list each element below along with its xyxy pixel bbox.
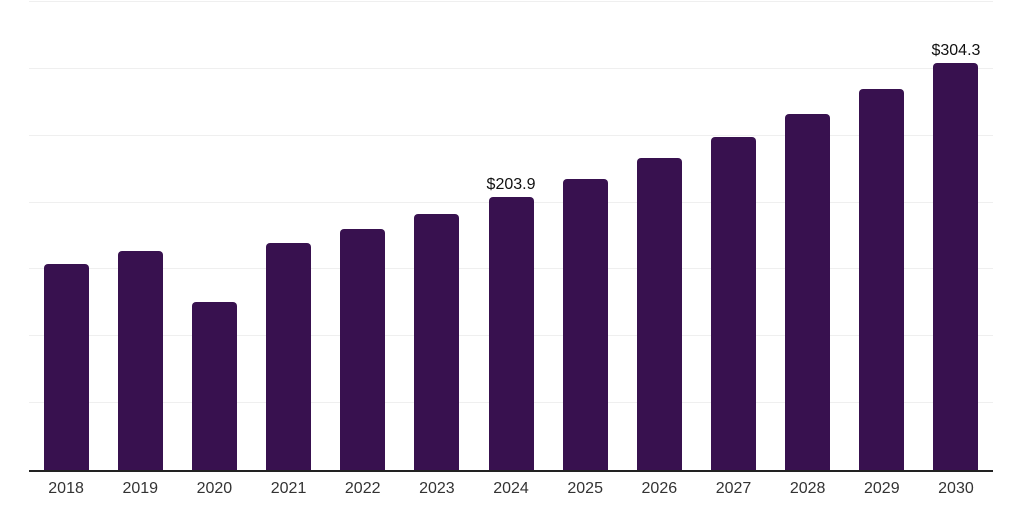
x-tick-2022: 2022 — [344, 480, 381, 497]
x-axis: 2018 2019 2020 2021 2022 2023 2024 2025 2026 2027… — [29, 480, 993, 498]
bar-2021 — [266, 242, 312, 470]
bar-band-2026 — [622, 2, 696, 470]
bar-2023 — [414, 213, 460, 470]
x-tick-2020: 2020 — [196, 480, 233, 497]
x-tick-2027: 2027 — [715, 480, 752, 497]
bar-2022 — [340, 228, 386, 470]
bar-2024 — [488, 197, 534, 470]
bar-band-2025 — [548, 2, 622, 470]
x-tick-2029: 2029 — [864, 480, 900, 497]
bar-band-2019 — [103, 2, 177, 470]
x-tick-2028: 2028 — [789, 480, 826, 497]
gridline-250 — [29, 134, 993, 136]
bar-band-2024: $203.9 — [474, 2, 548, 470]
x-tick-2019: 2019 — [122, 480, 159, 497]
x-tick-2023: 2023 — [419, 480, 455, 497]
bar-2025 — [562, 178, 608, 470]
bar-2029 — [859, 89, 905, 470]
bar-2027 — [710, 136, 756, 470]
bar-2019 — [117, 250, 163, 470]
bar-band-2021 — [251, 2, 325, 470]
bar-2030 — [933, 63, 979, 470]
x-tick-2018: 2018 — [48, 480, 84, 497]
bar-2028 — [785, 113, 831, 470]
bar-band-2027 — [696, 2, 770, 470]
bar-value-label-2024: $203.9 — [486, 176, 536, 194]
x-tick-2026: 2026 — [641, 480, 678, 497]
bar-band-2029 — [845, 2, 919, 470]
x-tick-2024: 2024 — [493, 480, 529, 497]
gridline-300 — [29, 67, 993, 69]
bar-band-2030: $304.3 — [919, 2, 993, 470]
bars: $203.9 $304.3 — [29, 2, 993, 470]
bar-band-2018 — [29, 2, 103, 470]
x-tick-2030: 2030 — [938, 480, 974, 497]
bar-band-2022 — [326, 2, 400, 470]
bar-2020 — [191, 302, 237, 470]
bar-band-2020 — [177, 2, 251, 470]
bar-band-2028 — [771, 2, 845, 470]
plot-area: $203.9 $304.3 — [29, 1, 993, 472]
x-tick-2025: 2025 — [567, 480, 603, 497]
bar-2026 — [636, 158, 682, 470]
bar-value-label-2030: $304.3 — [931, 42, 981, 60]
bar-2018 — [43, 263, 89, 470]
bar-band-2023 — [400, 2, 474, 470]
x-tick-2021: 2021 — [270, 480, 307, 497]
gridline-350 — [29, 1, 993, 2]
